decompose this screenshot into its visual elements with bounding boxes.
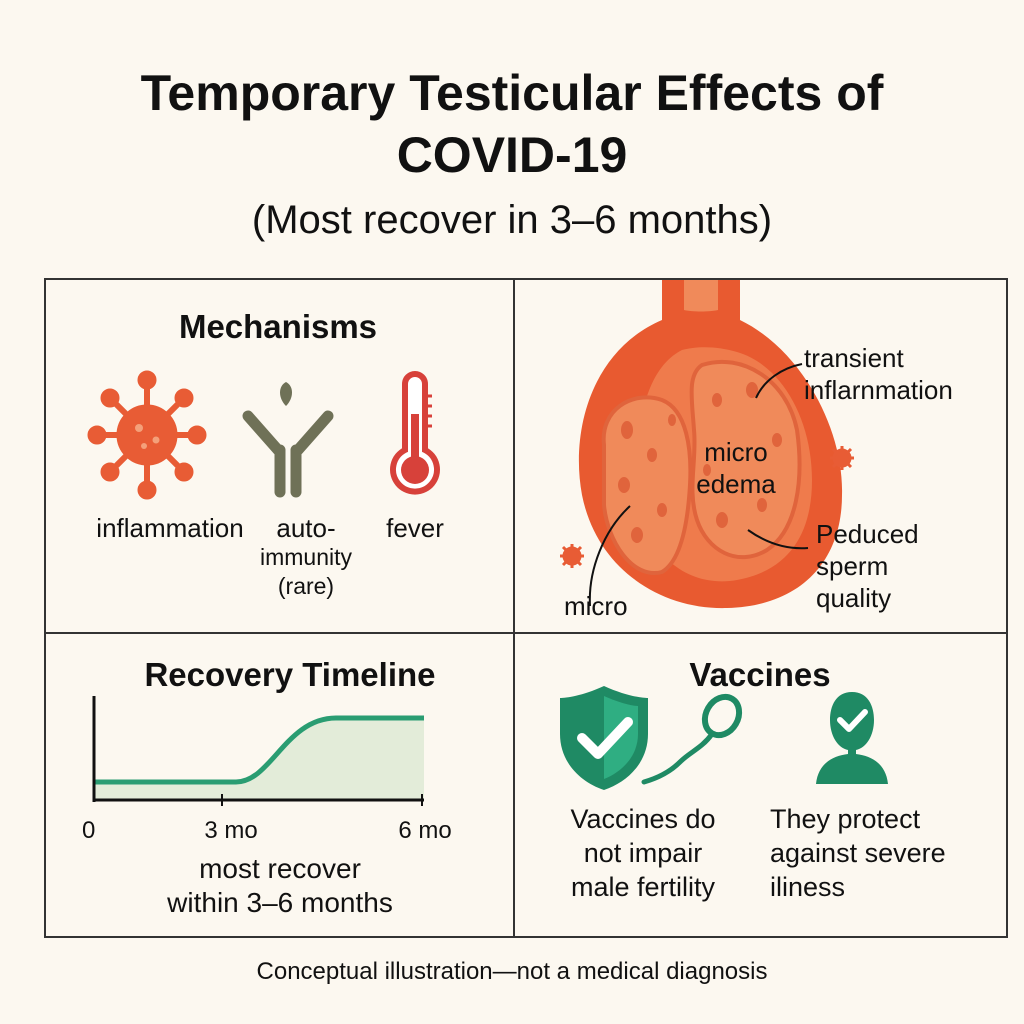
thermometer-icon bbox=[390, 371, 440, 495]
mechanisms-title: Mechanisms bbox=[178, 308, 378, 345]
virus-icon bbox=[87, 370, 207, 500]
grid-divider-horizontal bbox=[46, 632, 1006, 634]
timeline-title: Recovery Timeline bbox=[144, 656, 436, 693]
mechanism-label-autoimmunity: auto- immunity (rare) bbox=[259, 513, 352, 600]
person-check-icon bbox=[816, 692, 888, 784]
recovery-curve-line bbox=[94, 715, 424, 785]
page-subtitle: (Most recover in 3–6 months) bbox=[251, 198, 773, 242]
label-transient-inflammation: transient inflarnmation bbox=[804, 343, 953, 405]
label-micro-edema: micro edema bbox=[696, 437, 776, 499]
testicle-illustration bbox=[560, 280, 854, 609]
mechanism-label-inflammation: inflammation bbox=[96, 513, 244, 543]
mechanism-label-fever: fever bbox=[386, 513, 444, 543]
grid-divider-vertical bbox=[513, 280, 515, 936]
footer-disclaimer: Conceptual illustration—not a medical di… bbox=[256, 958, 768, 985]
label-micro: micro bbox=[564, 591, 628, 621]
page-title: Temporary Testicular Effects of COVID-19 bbox=[140, 65, 884, 183]
panel-grid bbox=[44, 278, 1008, 938]
vaccines-title: Vaccines bbox=[689, 656, 831, 693]
timeline-caption: most recover within 3–6 months bbox=[167, 853, 393, 918]
antibody-icon bbox=[242, 382, 334, 498]
recovery-curve-area bbox=[94, 718, 424, 800]
recovery-curve-chart bbox=[92, 696, 424, 806]
shield-check-icon bbox=[560, 686, 648, 790]
timeline-tick-label-6mo: 6 mo bbox=[398, 817, 452, 844]
sperm-icon bbox=[641, 693, 743, 785]
vaccines-fertility-text: Vaccines do not impair male fertility bbox=[570, 804, 716, 902]
timeline-tick-label-3mo: 3 mo bbox=[204, 817, 258, 844]
vaccines-protection-text: They protect against severe iliness bbox=[770, 804, 946, 902]
label-reduced-sperm-quality: Peduced sperm quality bbox=[816, 519, 919, 613]
timeline-tick-label-0: 0 bbox=[82, 817, 96, 844]
